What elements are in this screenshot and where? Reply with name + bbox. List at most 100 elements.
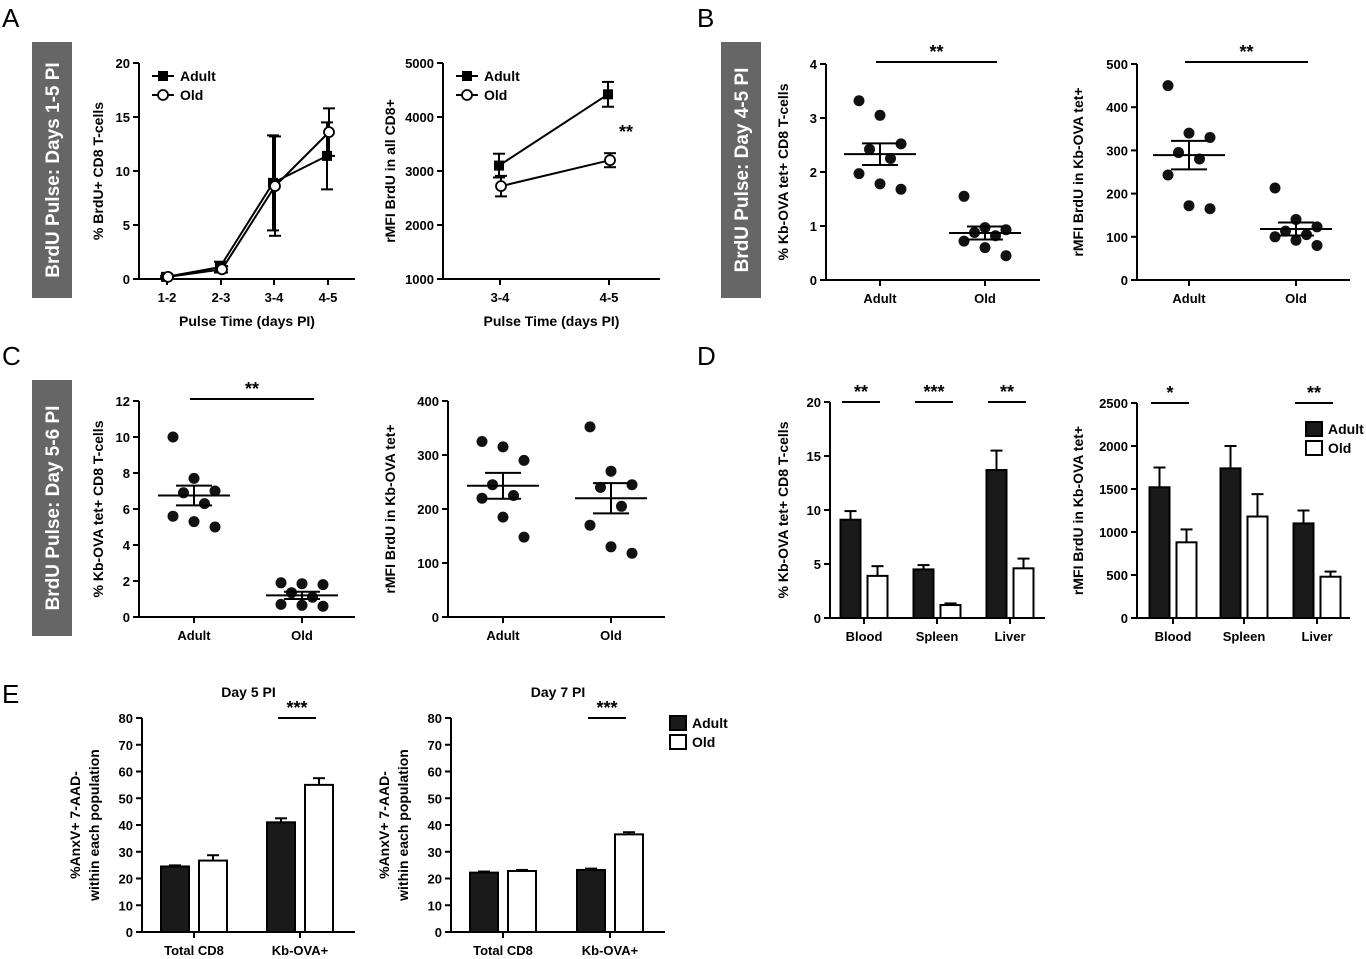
data-point	[1194, 153, 1205, 165]
x-tick-label: 3-4	[265, 290, 285, 305]
chart-title: Day 7 PI	[531, 684, 585, 700]
legend-swatch	[669, 734, 687, 750]
y-tick-label: 30	[428, 845, 442, 860]
legend-label: Adult	[692, 715, 728, 731]
y-tick-label: 10	[119, 898, 133, 913]
y-tick-label: 2500	[1099, 396, 1128, 411]
y-tick-label: 80	[428, 711, 442, 726]
bar	[839, 518, 862, 619]
legend-swatch	[1305, 440, 1323, 456]
y-tick-label: 20	[116, 56, 130, 71]
y-tick-label: 10	[807, 503, 821, 518]
y-tick-label: 2000	[1099, 439, 1128, 454]
data-point	[296, 578, 308, 590]
side-label-a-text: BrdU Pulse: Days 1-5 PI	[43, 62, 64, 277]
side-label-b-box	[721, 42, 761, 298]
data-point	[605, 465, 617, 477]
data-point	[1311, 239, 1323, 251]
data-point	[1204, 131, 1216, 143]
y-tick-label: 8	[123, 466, 130, 481]
x-tick-label: 3-4	[491, 290, 511, 305]
y-tick-label: 0	[123, 610, 130, 625]
data-point	[1183, 127, 1195, 139]
side-label-c-box	[32, 380, 72, 636]
x-axis-label: Pulse Time (days PI)	[484, 313, 620, 329]
data-point	[1000, 250, 1012, 262]
y-tick-label: 1000	[1099, 525, 1128, 540]
side-label-b: BrdU Pulse: Day 4-5 PI	[721, 42, 761, 298]
data-point	[1204, 203, 1216, 215]
y-axis-label: % Kb-OVA tet+ CD8 T-cells	[90, 420, 106, 597]
chart-b1: 0 1 2 3 4 Adult Old % Kb-OVA tet+ CD8 T-cells **	[775, 42, 1040, 306]
data-point	[604, 154, 616, 167]
data-point	[895, 183, 907, 195]
bar	[266, 821, 296, 934]
y-tick-label: 20	[428, 872, 442, 887]
y-tick-label: 300	[417, 448, 439, 463]
x-tick-label: Kb-OVA+	[272, 943, 329, 958]
y-tick-label: 0	[126, 925, 133, 940]
data-point	[167, 510, 179, 522]
bar	[469, 871, 499, 933]
y-tick-label: 80	[119, 711, 133, 726]
y-tick-label: 500	[1106, 57, 1128, 72]
y-axis-label: % Kb-OVA tet+ CD8 T-cells	[775, 83, 791, 260]
significance-label: *	[1166, 383, 1173, 403]
bar	[304, 783, 334, 933]
data-point	[178, 487, 189, 499]
y-tick-label: 60	[428, 765, 442, 780]
y-tick-label: 1	[810, 219, 817, 234]
bar	[507, 870, 537, 934]
y-tick-label: 20	[807, 395, 821, 410]
y-tick-label: 300	[1106, 143, 1128, 158]
y-tick-label: 100	[417, 556, 439, 571]
y-tick-label: 50	[119, 791, 133, 806]
y-tick-label: 6	[123, 502, 130, 517]
y-axis-label: rMFI BrdU in Kb-OVA tet+	[1070, 426, 1086, 595]
data-point	[162, 270, 174, 283]
legend-marker	[158, 71, 168, 81]
data-point	[874, 109, 886, 121]
side-label-a: BrdU Pulse: Days 1-5 PI	[32, 42, 72, 298]
legend-label: Old	[180, 87, 203, 103]
legend-label: Adult	[484, 68, 520, 84]
data-point	[1173, 147, 1184, 159]
data-point	[605, 541, 617, 553]
y-tick-label: 15	[116, 110, 130, 125]
panel-label-b: B	[697, 3, 714, 33]
y-axis-label: rMFI BrdU in Kb-OVA tet+	[382, 424, 398, 593]
bar	[1148, 486, 1171, 619]
y-tick-label: 0	[432, 610, 439, 625]
x-tick-label: Old	[974, 291, 996, 306]
x-tick-label: Adult	[177, 628, 211, 643]
legend-swatch	[669, 715, 687, 731]
data-point	[269, 180, 281, 193]
chart-title: Day 5 PI	[221, 684, 275, 700]
data-point	[487, 479, 498, 491]
series-line	[500, 159, 611, 188]
y-tick-label: 20	[119, 872, 133, 887]
bar	[160, 865, 190, 934]
chart-a2: 1000 2000 3000 4000 5000 3-4 4-5 rMFI BrdU in a…	[382, 56, 660, 329]
data-point	[1183, 200, 1195, 212]
x-tick-label: Spleen	[1223, 629, 1266, 644]
bar	[939, 604, 962, 619]
bar	[614, 833, 644, 933]
data-point	[188, 516, 200, 528]
data-point	[1162, 169, 1174, 181]
bar	[1292, 522, 1315, 620]
y-tick-label: 0	[814, 611, 821, 626]
data-point	[874, 178, 886, 190]
y-tick-label: 0	[1121, 273, 1128, 288]
data-point	[1269, 182, 1281, 194]
x-axis-label: Pulse Time (days PI)	[179, 313, 315, 329]
legend-label: Old	[692, 734, 715, 750]
x-tick-label: 4-5	[319, 290, 338, 305]
y-tick-label: 0	[123, 272, 130, 287]
significance-label: **	[1307, 383, 1321, 403]
significance-label: **	[854, 382, 868, 402]
data-point	[494, 160, 504, 171]
x-tick-label: Old	[600, 628, 622, 643]
data-point	[584, 519, 596, 531]
series-line	[165, 154, 328, 278]
